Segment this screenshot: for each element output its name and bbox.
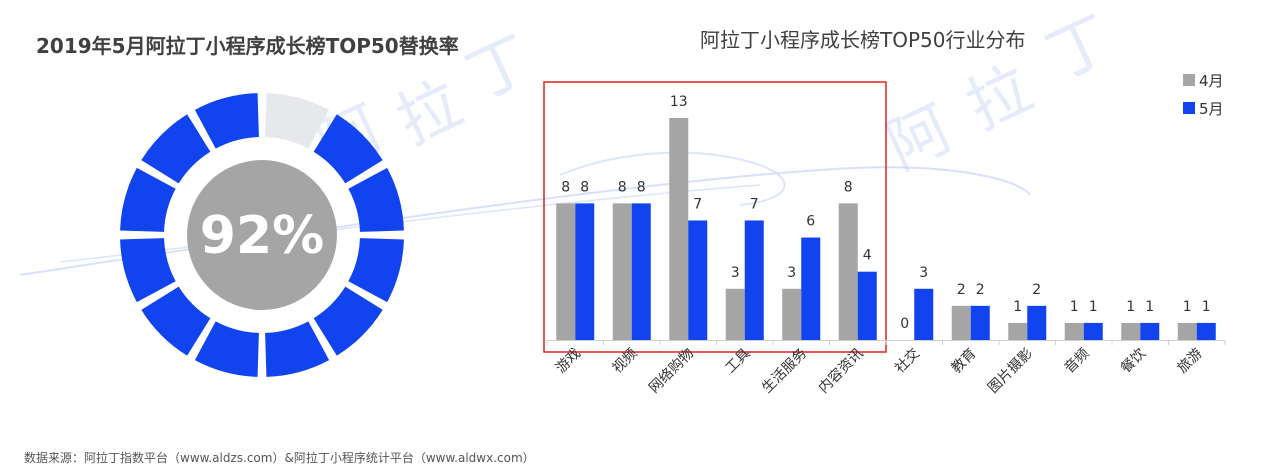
bar-value-label: 3 — [787, 265, 796, 281]
legend-swatch-april — [1183, 74, 1195, 86]
category-label: 社交 — [891, 345, 923, 377]
category-label: 视频 — [609, 346, 640, 377]
donut-segment-filled — [141, 286, 211, 356]
category-label: 图片摄影 — [985, 346, 1036, 397]
bar-may — [631, 203, 651, 340]
bar-may — [857, 271, 877, 340]
bar-value-label: 13 — [670, 94, 688, 110]
legend-item-may: 5月 — [1183, 94, 1224, 122]
bar-value-label: 2 — [976, 282, 985, 298]
bar-value-label: 1 — [1089, 299, 1098, 315]
bar-chart-title: 阿拉丁小程序成长榜TOP50行业分布 — [700, 28, 1026, 52]
donut-segment-filled — [313, 114, 383, 184]
donut-segment-filled — [348, 167, 404, 232]
watermark-swoosh — [19, 166, 1031, 276]
donut-segment-filled — [348, 238, 404, 303]
category-label: 旅游 — [1174, 346, 1205, 377]
watermark-swoosh — [559, 151, 786, 206]
donut-center — [187, 160, 337, 310]
bar-april — [951, 305, 971, 340]
bar-value-label: 4 — [863, 248, 872, 264]
bar-value-label: 0 — [900, 316, 909, 332]
category-label: 教育 — [948, 346, 979, 377]
category-label: 工具 — [722, 346, 753, 377]
bar-may — [744, 220, 764, 340]
bar-value-label: 2 — [957, 282, 966, 298]
bar-value-label: 1 — [1202, 299, 1211, 315]
donut-segment-filled — [120, 167, 176, 232]
bar-value-label: 8 — [580, 179, 589, 195]
watermark-glyph: 拉 — [955, 51, 1042, 143]
data-source-note: 数据来源：阿拉丁指数平台（www.aldzs.com）&阿拉丁小程序统计平台（w… — [24, 451, 535, 465]
bar-april — [782, 288, 802, 340]
donut-segment-filled — [141, 114, 211, 184]
bar-may — [801, 237, 821, 340]
bar-april — [556, 203, 576, 340]
donut-chart: 92% — [120, 93, 404, 377]
bar-may — [1196, 322, 1216, 340]
donut-segment-empty — [265, 93, 330, 149]
bar-value-label: 2 — [1032, 282, 1041, 298]
bar-april — [838, 203, 858, 340]
category-label: 游戏 — [553, 346, 584, 377]
legend-item-april: 4月 — [1183, 66, 1224, 94]
bar-april — [1121, 322, 1141, 340]
bar-value-label: 7 — [750, 196, 759, 212]
bar-april — [1064, 322, 1084, 340]
bar-may — [1140, 322, 1160, 340]
bar-value-label: 8 — [637, 179, 646, 195]
bar-april — [1008, 322, 1028, 340]
donut-segment-filled — [265, 321, 330, 377]
bar-may — [970, 305, 990, 340]
category-label: 网络购物 — [646, 346, 697, 397]
bar-april — [612, 203, 632, 340]
category-label: 音频 — [1061, 345, 1093, 377]
watermark-glyph: 丁 — [1035, 1, 1122, 93]
bar-april — [669, 118, 689, 340]
bar-april — [1177, 322, 1197, 340]
bar-value-label: 8 — [844, 179, 853, 195]
bar-value-label: 1 — [1013, 299, 1022, 315]
legend-swatch-may — [1183, 102, 1195, 114]
bar-value-label: 8 — [618, 179, 627, 195]
bar-value-label: 6 — [806, 214, 815, 230]
bar-value-label: 8 — [561, 179, 570, 195]
donut-segment-filled — [313, 286, 383, 356]
bar-value-label: 7 — [693, 196, 702, 212]
bar-april — [725, 288, 745, 340]
category-label: 生活服务 — [759, 346, 810, 397]
legend-label-april: 4月 — [1199, 71, 1224, 90]
legend: 4月 5月 — [1183, 66, 1224, 122]
watermark-glyph: 丁 — [455, 21, 542, 113]
bar-value-label: 3 — [731, 265, 740, 281]
bar-value-label: 1 — [1145, 299, 1154, 315]
donut-chart-title: 2019年5月阿拉丁小程序成长榜TOP50替换率 — [36, 34, 459, 58]
donut-segment-filled — [120, 238, 176, 303]
donut-segment-filled — [194, 321, 259, 377]
legend-label-may: 5月 — [1199, 99, 1224, 118]
bar-value-label: 3 — [919, 265, 928, 281]
bar-may — [688, 220, 708, 340]
watermark-glyph: 拉 — [385, 66, 472, 158]
category-label: 餐饮 — [1118, 346, 1149, 377]
donut-percent-label: 92% — [200, 206, 324, 266]
bar-may — [1027, 305, 1047, 340]
bar-value-label: 1 — [1183, 299, 1192, 315]
bar-value-label: 1 — [1126, 299, 1135, 315]
bar-may — [575, 203, 595, 340]
bar-may — [914, 288, 934, 340]
donut-segment-filled — [194, 93, 259, 149]
highlight-box — [543, 81, 887, 353]
bar-may — [1083, 322, 1103, 340]
bar-value-label: 1 — [1070, 299, 1079, 315]
